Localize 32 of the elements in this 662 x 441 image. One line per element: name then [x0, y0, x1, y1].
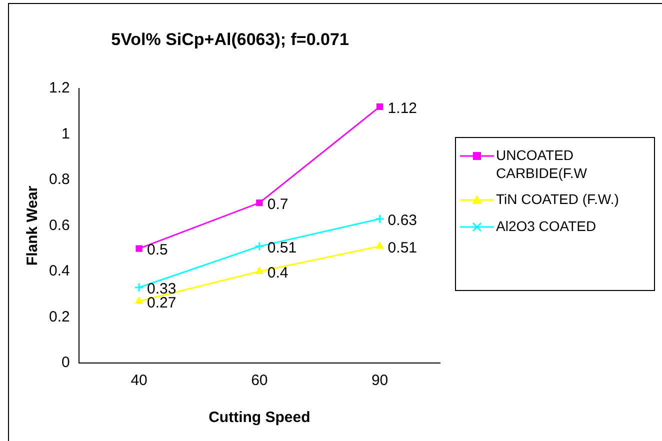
y-tick-label: 0.8 [48, 171, 70, 188]
data-label: 0.51 [267, 239, 297, 256]
data-label: 0.5 [147, 242, 168, 259]
y-axis-title: Flank Wear [24, 186, 42, 266]
data-label: 1.12 [388, 100, 418, 117]
legend-label: UNCOATED CARBIDE(F.W [496, 146, 588, 182]
x-axis-title: Cutting Speed [208, 409, 310, 426]
data-label: 0.51 [388, 239, 418, 256]
point [136, 245, 142, 252]
y-tick-label: 0.4 [48, 262, 70, 280]
legend-label: TiN COATED (F.W.) [496, 190, 619, 208]
y-tick-label: 1 [62, 125, 70, 142]
x-tick-label: 90 [371, 372, 388, 390]
data-label: 0.63 [388, 212, 418, 229]
point [256, 199, 263, 206]
legend-label: Al2O3 COATED [496, 217, 596, 235]
point [134, 282, 144, 292]
point [135, 296, 144, 304]
data-label: 0.7 [267, 196, 288, 213]
point [254, 242, 264, 252]
point [376, 242, 384, 249]
point [376, 103, 384, 110]
point [375, 214, 385, 224]
chart-title: 5Vol% SiCp+Al(6063); f=0.071 [111, 30, 349, 49]
y-tick-label: 1.2 [48, 80, 70, 97]
x-tick-label: 60 [251, 372, 268, 390]
y-tick-label: 0.6 [48, 216, 70, 234]
y-tick-label: 0.2 [48, 308, 70, 326]
x-tick-label: 40 [130, 372, 148, 390]
data-label: 0.4 [267, 264, 288, 282]
y-tick-label: 0 [62, 354, 70, 372]
point [255, 266, 264, 274]
